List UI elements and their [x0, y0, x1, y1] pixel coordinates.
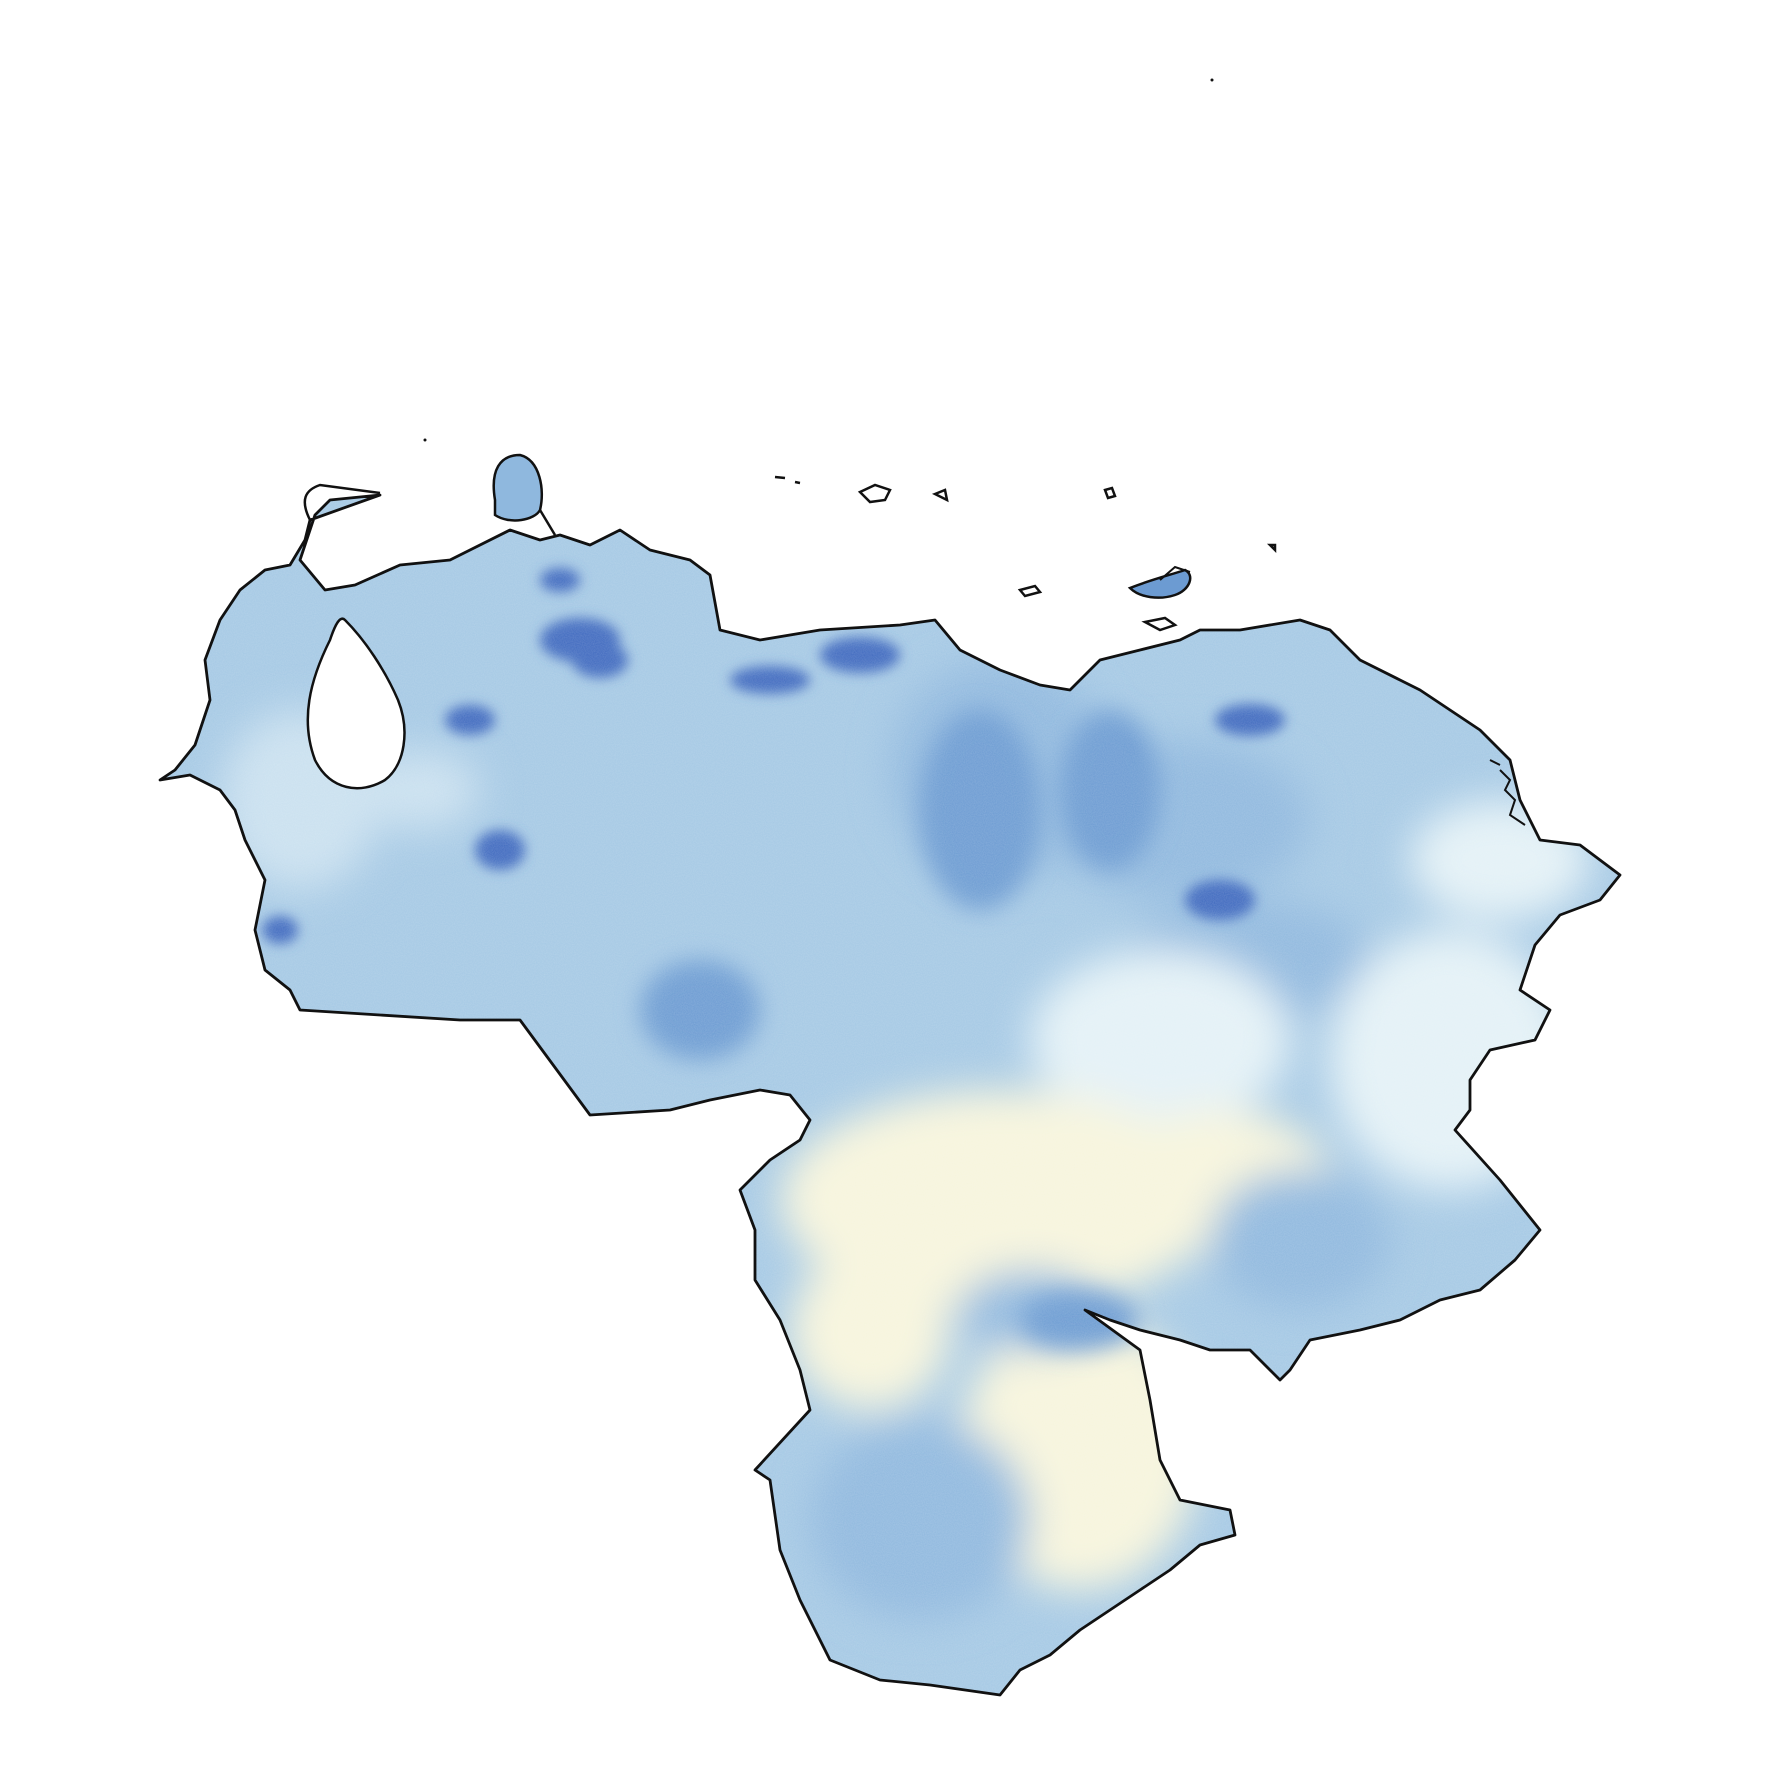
margarita-island [1127, 568, 1192, 599]
island-dot [1210, 78, 1214, 82]
island [1017, 584, 1043, 598]
paraguana-peninsula [492, 453, 544, 522]
orinoco-delta-coast [1489, 759, 1526, 826]
island-dot [423, 438, 427, 442]
island [857, 483, 892, 504]
delta-line [1489, 759, 1501, 766]
island [931, 488, 949, 503]
island [774, 475, 786, 480]
islands-group [774, 475, 1277, 632]
delta-line [1499, 769, 1526, 826]
island [1103, 486, 1117, 500]
lake-maracaibo [306, 617, 406, 790]
margarita-detail [1159, 565, 1191, 581]
island [1141, 616, 1178, 632]
island [794, 480, 801, 485]
island [1266, 543, 1277, 554]
isthmus-line [538, 509, 557, 536]
country-outline [158, 493, 1622, 1697]
guajira-coast [303, 483, 381, 521]
